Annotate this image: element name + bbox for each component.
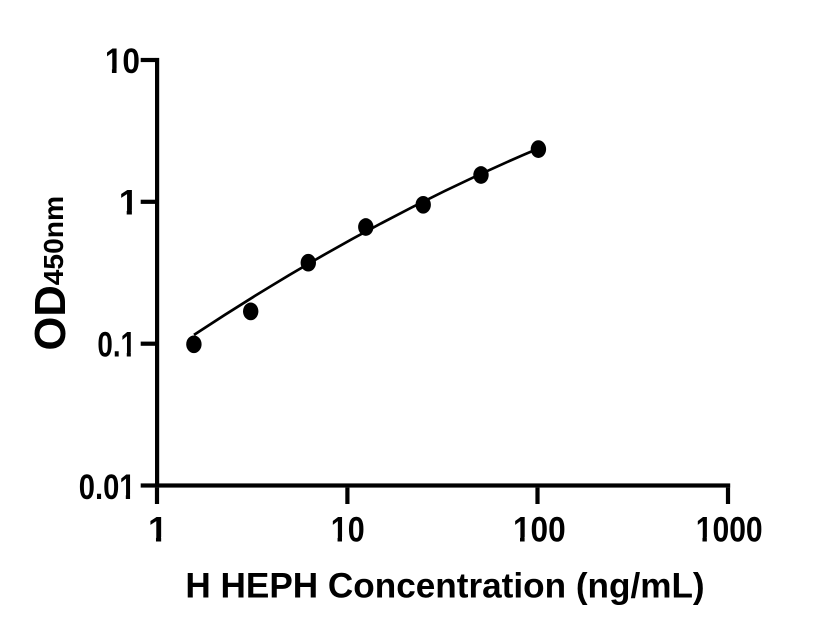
svg-text:1: 1 — [119, 182, 139, 222]
svg-text:1: 1 — [148, 510, 168, 550]
svg-text:10: 10 — [331, 510, 365, 550]
svg-text:100: 100 — [513, 511, 566, 550]
svg-text:0.1: 0.1 — [97, 324, 136, 364]
svg-text:10: 10 — [105, 42, 140, 81]
svg-text:H HEPH Concentration (ng/mL): H HEPH Concentration (ng/mL) — [185, 566, 704, 605]
svg-text:1000: 1000 — [696, 509, 763, 549]
svg-text:0.01: 0.01 — [79, 467, 136, 506]
